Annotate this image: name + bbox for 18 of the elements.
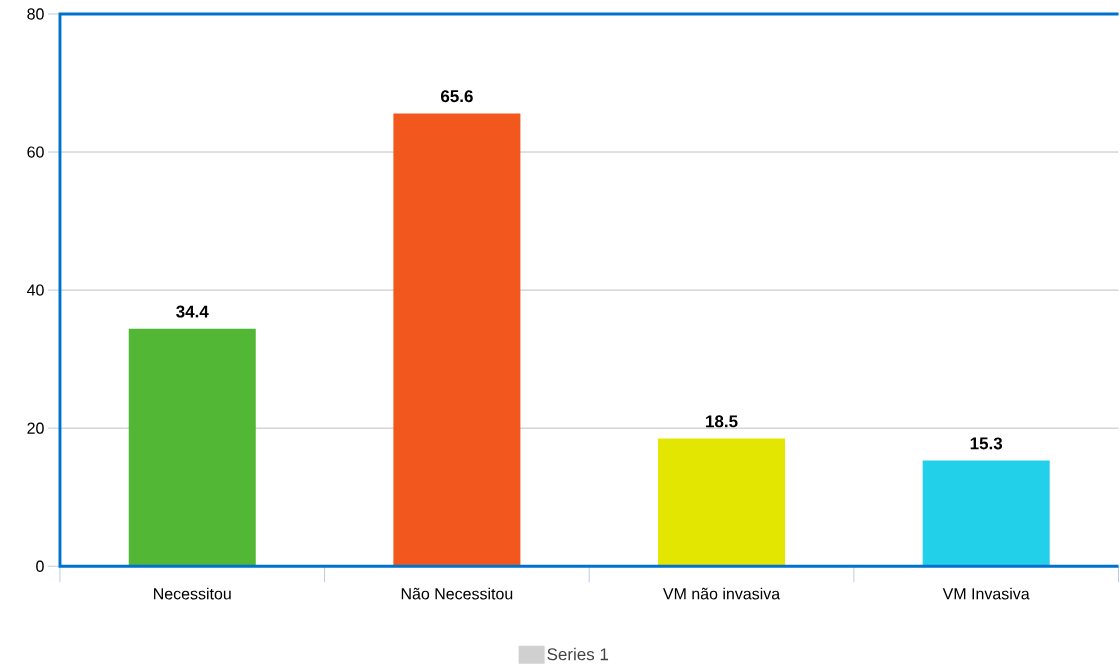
- y-tick-label: 60: [27, 146, 44, 158]
- y-tick-label: 40: [27, 284, 44, 296]
- data-label: 34.4: [176, 305, 209, 318]
- data-label: 65.6: [441, 90, 473, 103]
- bar: [128, 328, 256, 567]
- y-tick-label: 0: [36, 560, 44, 572]
- x-tick-label: Necessitou: [154, 587, 231, 600]
- data-label: 18.5: [706, 415, 738, 428]
- y-tick-label: 20: [27, 422, 44, 434]
- x-tick-label: VM Invasiva: [942, 587, 1030, 600]
- x-tick-label: Não Necessitou: [401, 587, 513, 600]
- y-tick-label: 80: [27, 8, 44, 20]
- data-label: 15.3: [970, 437, 1003, 450]
- bar: [393, 113, 521, 567]
- bar: [658, 438, 786, 567]
- x-tick-label: VM não invasiva: [662, 587, 781, 600]
- bar: [922, 460, 1050, 567]
- text: Series 1: [547, 647, 609, 661]
